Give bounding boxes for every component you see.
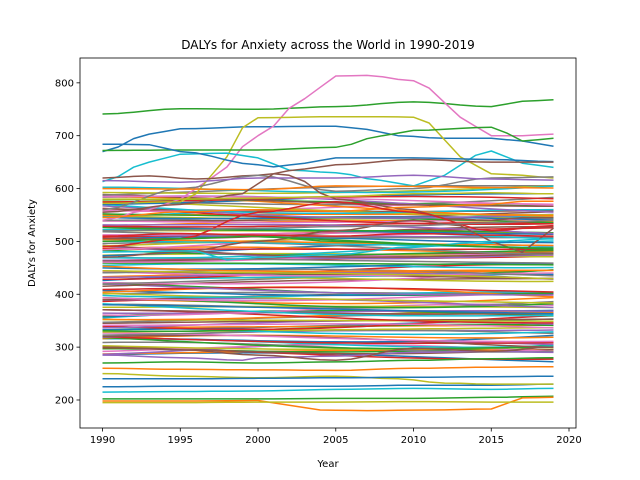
- series-line-142: [102, 200, 554, 219]
- chart-title: DALYs for Anxiety across the World in 19…: [181, 38, 474, 52]
- series-line-149: [102, 232, 554, 237]
- series-line-130: [102, 99, 554, 115]
- series-line-134: [102, 126, 554, 152]
- y-tick-label: 300: [55, 343, 74, 354]
- x-tick-label: 2010: [401, 435, 426, 446]
- series-line-53: [102, 286, 554, 293]
- series-line-146: [102, 238, 554, 261]
- series-line-135: [102, 150, 554, 187]
- series-line-153: [102, 396, 554, 412]
- series-line-54: [102, 283, 554, 296]
- series-line-156: [102, 365, 554, 372]
- y-axis: 200 300 400 500 600 700 800: [55, 78, 80, 406]
- series-line-119: [102, 203, 554, 215]
- x-tick-label: 2020: [556, 435, 581, 446]
- series-line-155: [102, 372, 554, 385]
- series-line-157: [102, 375, 554, 380]
- series-line-79: [102, 240, 554, 259]
- series-line-34: [102, 310, 554, 315]
- x-tick-label: 2015: [479, 435, 504, 446]
- series-line-1: [102, 349, 554, 355]
- y-tick-label: 800: [55, 78, 74, 89]
- series-line-147: [102, 235, 554, 251]
- series-line-140: [102, 174, 554, 183]
- x-axis: 1990 1995 2000 2005 2010 2015 2020: [90, 428, 582, 446]
- series-line-160: [102, 346, 554, 362]
- y-tick-label: 500: [55, 237, 74, 248]
- y-tick-label: 200: [55, 395, 74, 406]
- series-group: [102, 74, 554, 412]
- series-line-68: [102, 269, 554, 280]
- series-line-13: [102, 336, 554, 345]
- series-line-148: [102, 219, 554, 232]
- series-line-126: [102, 195, 554, 206]
- series-line-131: [102, 125, 554, 153]
- y-tick-label: 700: [55, 131, 74, 142]
- y-tick-label: 400: [55, 290, 74, 301]
- series-line-48: [102, 292, 554, 304]
- series-line-137: [102, 158, 554, 180]
- series-line-72: [102, 262, 554, 266]
- series-line-26: [102, 323, 554, 329]
- series-line-150: [102, 383, 554, 388]
- x-tick-label: 1990: [90, 435, 115, 446]
- series-line-158: [102, 356, 554, 364]
- x-axis-title: Year: [316, 459, 339, 470]
- series-line-152: [102, 395, 554, 400]
- x-tick-label: 2005: [323, 435, 348, 446]
- series-line-133: [102, 115, 554, 205]
- series-line-66: [102, 270, 554, 277]
- x-tick-label: 1995: [168, 435, 193, 446]
- series-line-136: [102, 143, 554, 168]
- series-line-39: [102, 303, 554, 317]
- series-line-40: [102, 303, 554, 315]
- y-tick-label: 600: [55, 184, 74, 195]
- series-line-143: [102, 192, 554, 200]
- y-axis-title: DALYs for Anxiety: [27, 199, 38, 287]
- series-line-85: [102, 244, 554, 258]
- series-line-154: [102, 400, 554, 404]
- series-line-83: [102, 248, 554, 251]
- series-line-91: [102, 238, 554, 247]
- series-line-71: [102, 265, 554, 273]
- series-line-12: [102, 336, 554, 350]
- series-line-35: [102, 309, 554, 315]
- series-line-139: [102, 185, 554, 191]
- series-line-151: [102, 387, 554, 393]
- plot-frame: [79, 57, 577, 429]
- x-tick-label: 2000: [245, 435, 270, 446]
